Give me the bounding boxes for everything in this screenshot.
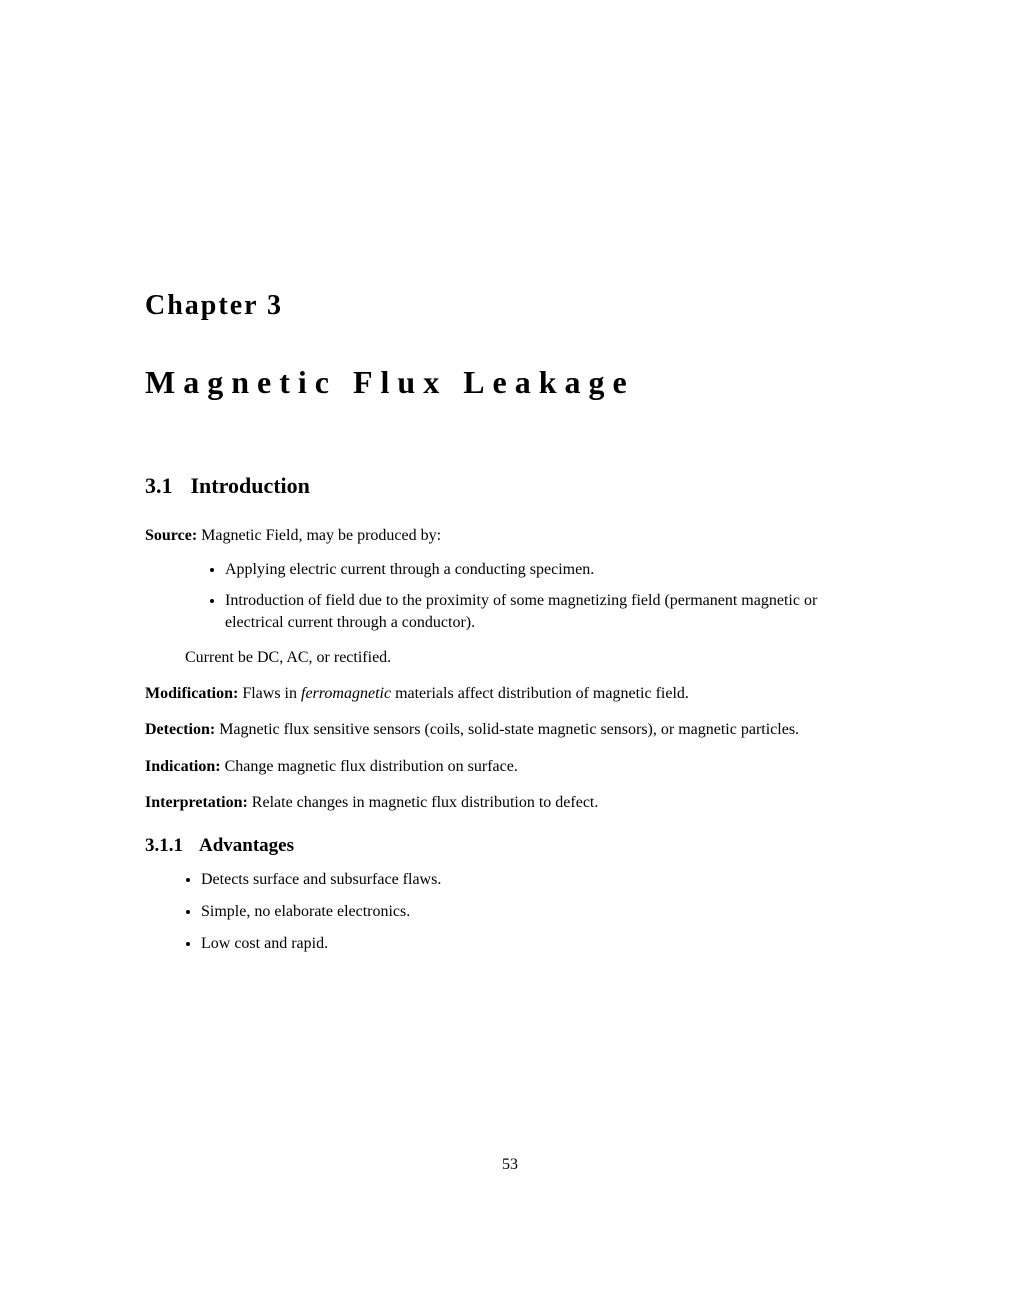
interpretation-term: Interpretation: bbox=[145, 794, 248, 811]
source-bullets: Applying electric current through a cond… bbox=[225, 559, 875, 634]
detection-block: Detection: Magnetic flux sensitive senso… bbox=[145, 719, 875, 741]
list-item: Simple, no elaborate electronics. bbox=[201, 903, 875, 921]
section-heading: 3.1 Introduction bbox=[145, 473, 875, 499]
source-term: Source: bbox=[145, 527, 197, 544]
page-number: 53 bbox=[0, 1156, 1020, 1174]
modification-term: Modification: bbox=[145, 685, 238, 702]
detection-body: Magnetic flux sensitive sensors (coils, … bbox=[219, 721, 799, 738]
detection-term: Detection: bbox=[145, 721, 215, 738]
chapter-title: Magnetic Flux Leakage bbox=[145, 364, 875, 401]
chapter-label: Chapter 3 bbox=[145, 290, 875, 322]
interpretation-body: Relate changes in magnetic flux distribu… bbox=[252, 794, 599, 811]
modification-block: Modification: Flaws in ferromagnetic mat… bbox=[145, 683, 875, 705]
source-block: Source: Magnetic Field, may be produced … bbox=[145, 525, 875, 669]
list-item: Introduction of field due to the proximi… bbox=[225, 590, 875, 635]
list-item: Low cost and rapid. bbox=[201, 935, 875, 953]
list-item: Applying electric current through a cond… bbox=[225, 559, 875, 581]
section-number: 3.1 bbox=[145, 473, 173, 498]
advantages-list: Detects surface and subsurface flaws. Si… bbox=[201, 871, 875, 953]
section-title: Introduction bbox=[191, 473, 310, 498]
indication-term: Indication: bbox=[145, 758, 221, 775]
indication-block: Indication: Change magnetic flux distrib… bbox=[145, 756, 875, 778]
list-item: Detects surface and subsurface flaws. bbox=[201, 871, 875, 889]
page-content: Chapter 3 Magnetic Flux Leakage 3.1 Intro… bbox=[0, 0, 1020, 953]
modification-italic: ferromagnetic bbox=[301, 685, 391, 702]
subsection-title: Advantages bbox=[199, 835, 294, 856]
modification-post: materials affect distribution of magneti… bbox=[391, 685, 689, 702]
subsection-number: 3.1.1 bbox=[145, 835, 183, 856]
modification-pre: Flaws in bbox=[242, 685, 301, 702]
interpretation-block: Interpretation: Relate changes in magnet… bbox=[145, 792, 875, 814]
source-intro: Magnetic Field, may be produced by: bbox=[201, 527, 441, 544]
source-trailing: Current be DC, AC, or rectified. bbox=[185, 647, 875, 669]
indication-body: Change magnetic flux distribution on sur… bbox=[225, 758, 518, 775]
subsection-heading: 3.1.1 Advantages bbox=[145, 835, 875, 857]
